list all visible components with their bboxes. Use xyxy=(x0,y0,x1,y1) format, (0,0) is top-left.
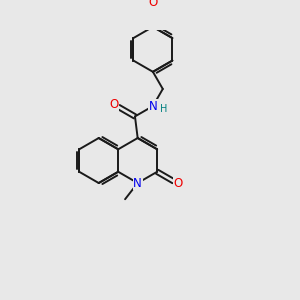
Text: O: O xyxy=(174,177,183,190)
Text: H: H xyxy=(160,104,167,114)
Text: O: O xyxy=(148,0,158,9)
Text: N: N xyxy=(133,176,142,190)
Text: O: O xyxy=(109,98,119,111)
Text: N: N xyxy=(148,100,157,112)
